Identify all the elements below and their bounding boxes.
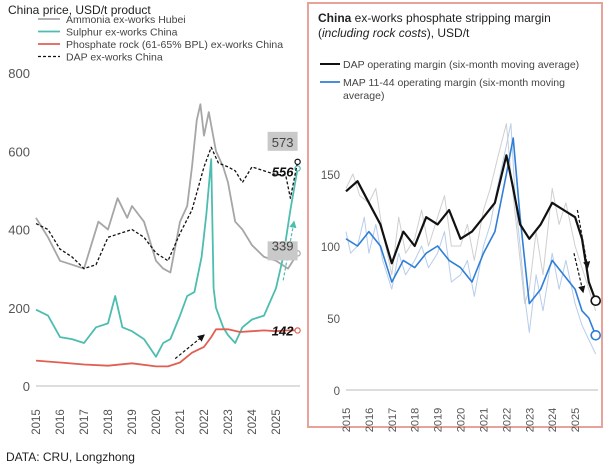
annotation-label: 339	[272, 238, 294, 253]
legend-label: Phosphate rock (61-65% BPL) ex-works Chi…	[66, 39, 283, 51]
legend-label: average)	[343, 90, 384, 102]
y-tick-label: 0	[23, 379, 30, 394]
trend-arrow	[174, 334, 205, 360]
trend-arrow	[573, 253, 586, 294]
chart-title: China ex-works phosphate stripping margi…	[318, 11, 551, 25]
x-tick-label: 2023	[524, 408, 536, 432]
x-tick-label: 2021	[175, 409, 187, 435]
annotation-label: 142	[272, 323, 294, 338]
x-tick-label: 2020	[151, 409, 163, 435]
y-tick-label: 0	[334, 386, 340, 398]
x-tick-label: 2016	[364, 408, 376, 432]
series-line	[345, 154, 597, 302]
x-tick-label: 2018	[103, 409, 115, 435]
x-tick-label: 2025	[570, 408, 582, 432]
series-end-point	[590, 329, 602, 341]
legend-label: Sulphur ex-works China	[66, 27, 178, 39]
y-tick-label: 150	[321, 170, 340, 182]
y-tick-label: 400	[8, 223, 30, 238]
x-tick-label: 2024	[547, 408, 559, 432]
series-line	[345, 137, 597, 336]
y-tick-label: 200	[8, 301, 30, 316]
y-tick-label: 800	[8, 66, 30, 81]
series-line	[35, 328, 298, 368]
y-tick-label: 600	[8, 144, 30, 159]
legend-label: MAP 11-44 operating margin (six-month mo…	[343, 77, 565, 89]
chart-subtitle: (including rock costs), USD/t	[318, 26, 470, 40]
chart-title: China price, USD/t product	[8, 3, 151, 17]
x-tick-label: 2025	[271, 409, 283, 435]
annotation-label: 573	[272, 135, 294, 150]
annotation-box	[267, 241, 298, 261]
x-tick-label: 2021	[478, 408, 490, 432]
series-end-point	[294, 158, 301, 166]
data-source-note: DATA: CRU, Longzhong	[6, 450, 135, 464]
series-end-point	[294, 327, 301, 334]
series-line	[345, 123, 597, 355]
legend-label: Ammonia ex-works Hubei	[66, 14, 186, 26]
y-tick-label: 100	[321, 242, 340, 254]
x-tick-label: 2022	[501, 408, 513, 432]
legend-label: DAP operating margin (six-month moving a…	[343, 59, 579, 71]
y-tick-label: 50	[327, 314, 340, 326]
annotation-label: 556	[272, 164, 294, 179]
x-tick-label: 2019	[127, 409, 139, 435]
series-end-point	[590, 295, 602, 307]
series-line	[35, 103, 299, 274]
legend-label: DAP ex-works China	[66, 52, 163, 64]
x-tick-label: 2016	[55, 409, 67, 435]
x-tick-label: 2020	[456, 408, 468, 432]
x-tick-label: 2017	[387, 408, 399, 432]
x-tick-label: 2023	[223, 409, 235, 435]
annotation-box	[267, 131, 298, 151]
right-panel-border	[307, 2, 603, 428]
series-line	[35, 158, 299, 358]
x-tick-label: 2024	[247, 409, 259, 435]
x-tick-label: 2019	[433, 408, 445, 432]
x-tick-label: 2018	[410, 408, 422, 432]
series-line	[345, 123, 597, 311]
series-line	[35, 146, 299, 270]
x-tick-label: 2017	[79, 409, 91, 435]
x-tick-label: 2015	[341, 408, 353, 432]
x-tick-label: 2022	[199, 409, 211, 435]
x-tick-label: 2015	[31, 409, 43, 435]
